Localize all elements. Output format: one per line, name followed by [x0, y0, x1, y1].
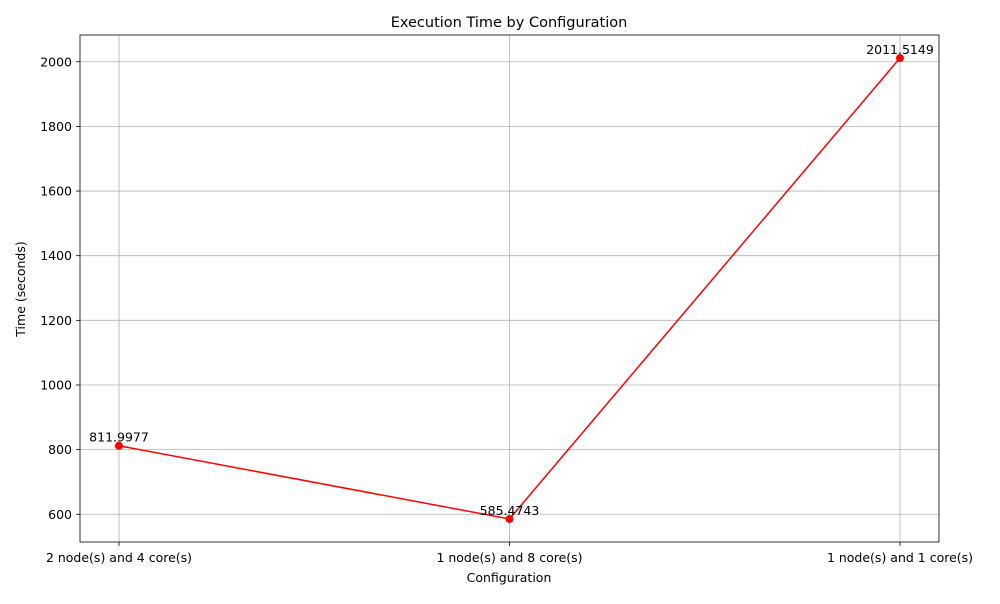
- y-tick-label: 1800: [40, 119, 72, 134]
- y-tick-label: 800: [48, 442, 72, 457]
- y-tick-label: 600: [48, 507, 72, 522]
- axes: 2 node(s) and 4 core(s) 1 node(s) and 8 c…: [40, 34, 973, 565]
- x-tick-label: 2 node(s) and 4 core(s): [46, 550, 192, 565]
- y-tick-label: 1400: [40, 248, 72, 263]
- y-tick-label: 2000: [40, 54, 72, 69]
- series: [115, 54, 904, 523]
- data-point: [115, 441, 123, 450]
- data-labels: 811.9977 585.4743 2011.5149: [89, 42, 934, 518]
- chart-title: Execution Time by Configuration: [391, 15, 628, 31]
- y-tick-label: 1200: [40, 313, 72, 328]
- data-point: [896, 54, 904, 63]
- y-axis-label: Time (seconds): [13, 241, 28, 337]
- x-axis-label: Configuration: [467, 570, 552, 585]
- data-label: 811.9977: [89, 430, 149, 445]
- y-tick-label: 1600: [40, 184, 72, 199]
- data-point: [505, 514, 514, 523]
- x-tick-label: 1 node(s) and 1 core(s): [827, 550, 973, 565]
- y-tick-label: 1000: [40, 377, 72, 392]
- grid-lines: [80, 35, 939, 542]
- data-label: 2011.5149: [866, 42, 934, 57]
- data-label: 585.4743: [480, 503, 540, 518]
- x-tick-label: 1 node(s) and 8 core(s): [436, 550, 582, 565]
